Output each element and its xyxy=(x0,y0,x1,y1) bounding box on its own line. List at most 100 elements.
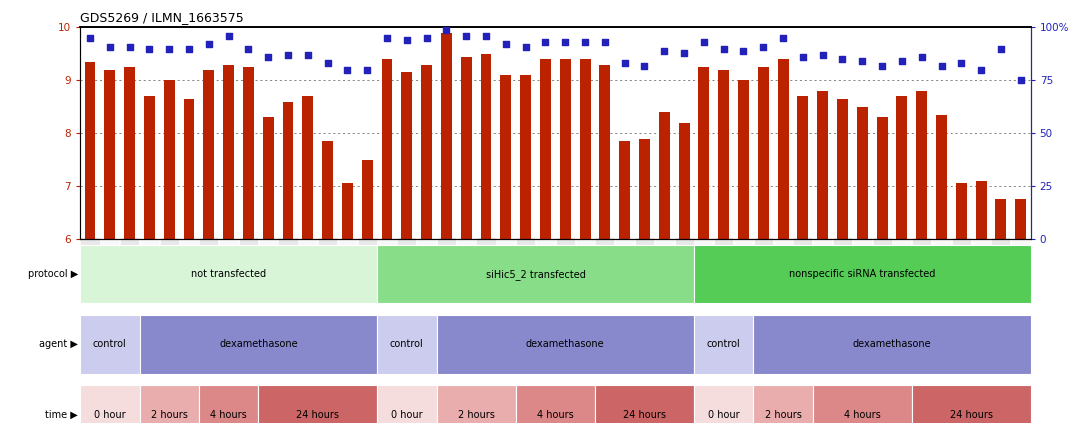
Text: 0 hour: 0 hour xyxy=(391,409,423,420)
Text: 4 hours: 4 hours xyxy=(210,409,247,420)
Bar xyxy=(302,96,313,239)
Bar xyxy=(441,33,452,239)
FancyBboxPatch shape xyxy=(694,245,1031,303)
FancyBboxPatch shape xyxy=(437,385,516,423)
Point xyxy=(1012,77,1030,84)
FancyBboxPatch shape xyxy=(80,385,140,423)
Text: dexamethasone: dexamethasone xyxy=(525,339,604,349)
Point xyxy=(556,39,574,46)
Bar xyxy=(995,199,1006,239)
Bar xyxy=(758,67,769,239)
Point xyxy=(933,62,951,69)
Point xyxy=(438,26,455,33)
Bar xyxy=(1016,199,1026,239)
FancyBboxPatch shape xyxy=(912,385,1031,423)
Text: siHic5_2 transfected: siHic5_2 transfected xyxy=(486,269,585,280)
Bar xyxy=(540,59,551,239)
FancyBboxPatch shape xyxy=(595,385,694,423)
Bar xyxy=(223,65,234,239)
Bar xyxy=(976,181,987,239)
Text: dexamethasone: dexamethasone xyxy=(852,339,931,349)
Point xyxy=(121,43,138,50)
Point xyxy=(735,47,752,54)
Point xyxy=(299,52,316,58)
Bar xyxy=(599,65,610,239)
Bar xyxy=(639,139,650,239)
FancyBboxPatch shape xyxy=(753,385,813,423)
Point xyxy=(81,35,98,41)
Bar xyxy=(163,80,175,239)
Point xyxy=(339,66,356,73)
Bar xyxy=(84,62,95,239)
Bar xyxy=(956,184,967,239)
Point xyxy=(814,52,831,58)
Point xyxy=(953,60,970,67)
Point xyxy=(596,39,613,46)
Text: 24 hours: 24 hours xyxy=(296,409,340,420)
Text: control: control xyxy=(707,339,740,349)
Bar xyxy=(719,70,729,239)
Point xyxy=(853,58,870,65)
FancyBboxPatch shape xyxy=(80,245,377,303)
Bar xyxy=(659,112,670,239)
FancyBboxPatch shape xyxy=(753,315,1031,374)
Bar xyxy=(381,59,392,239)
Text: 4 hours: 4 hours xyxy=(537,409,574,420)
Text: 2 hours: 2 hours xyxy=(458,409,494,420)
Point xyxy=(755,43,772,50)
Text: 24 hours: 24 hours xyxy=(949,409,993,420)
Bar xyxy=(837,99,848,239)
Point xyxy=(537,39,554,46)
Point xyxy=(398,37,415,44)
Point xyxy=(378,35,395,41)
Text: nonspecific siRNA transfected: nonspecific siRNA transfected xyxy=(789,269,936,279)
Bar xyxy=(501,75,512,239)
Point xyxy=(201,41,218,48)
Text: 4 hours: 4 hours xyxy=(844,409,881,420)
Point xyxy=(774,35,791,41)
Bar xyxy=(857,107,867,239)
Bar xyxy=(798,96,808,239)
FancyBboxPatch shape xyxy=(516,385,595,423)
Point xyxy=(716,45,733,52)
Point xyxy=(240,45,257,52)
Point xyxy=(418,35,435,41)
Point xyxy=(676,49,693,56)
Point xyxy=(973,66,990,73)
Text: protocol ▶: protocol ▶ xyxy=(28,269,78,279)
Point xyxy=(577,39,594,46)
Bar xyxy=(481,54,491,239)
Point xyxy=(656,47,673,54)
Text: 2 hours: 2 hours xyxy=(151,409,188,420)
Bar xyxy=(105,70,115,239)
Bar xyxy=(916,91,927,239)
Bar xyxy=(421,65,433,239)
Point xyxy=(695,39,712,46)
Bar xyxy=(560,59,570,239)
Bar xyxy=(778,59,788,239)
Bar xyxy=(184,99,194,239)
Bar xyxy=(817,91,828,239)
FancyBboxPatch shape xyxy=(813,385,912,423)
Point xyxy=(260,54,277,60)
Point xyxy=(498,41,515,48)
Bar xyxy=(362,160,373,239)
FancyBboxPatch shape xyxy=(377,385,437,423)
FancyBboxPatch shape xyxy=(437,315,694,374)
Bar xyxy=(877,117,888,239)
Text: dexamethasone: dexamethasone xyxy=(219,339,298,349)
Point xyxy=(180,45,198,52)
Bar xyxy=(619,141,630,239)
FancyBboxPatch shape xyxy=(80,315,140,374)
FancyBboxPatch shape xyxy=(140,315,377,374)
Point xyxy=(160,45,177,52)
Point xyxy=(359,66,376,73)
Point xyxy=(795,54,812,60)
Text: control: control xyxy=(93,339,127,349)
Point xyxy=(141,45,158,52)
FancyBboxPatch shape xyxy=(140,385,199,423)
Point xyxy=(319,60,336,67)
Point xyxy=(635,62,653,69)
Text: GDS5269 / ILMN_1663575: GDS5269 / ILMN_1663575 xyxy=(80,11,244,24)
Point xyxy=(517,43,534,50)
